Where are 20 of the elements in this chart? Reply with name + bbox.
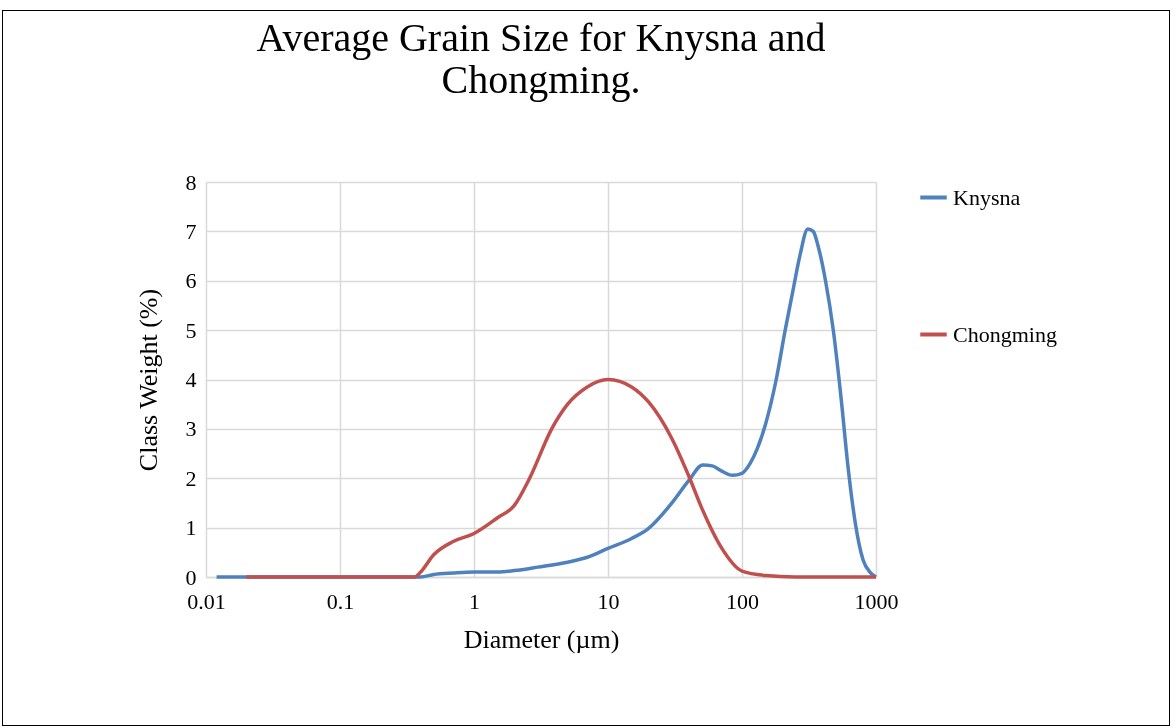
legend-label: Chongming: [953, 321, 1057, 347]
y-tick-label: 1: [185, 515, 197, 541]
x-axis-title: Diameter (µm): [463, 624, 620, 654]
y-axis-title: Class Weight (%): [133, 288, 163, 472]
y-tick-label: 2: [185, 465, 197, 491]
x-tick-label: 1: [469, 588, 480, 614]
x-tick-label: 10: [597, 588, 620, 614]
y-tick-label: 8: [185, 169, 197, 195]
y-tick-label: 4: [185, 367, 197, 392]
legend-label: Knysna: [953, 184, 1021, 210]
x-tick-label: 100: [726, 588, 759, 614]
y-tick-label: 0: [185, 564, 197, 590]
y-tick-label: 5: [185, 317, 197, 343]
x-tick-label: 0.01: [187, 588, 226, 614]
x-tick-label: 1000: [854, 588, 899, 614]
y-tick-label: 3: [185, 416, 197, 442]
y-tick-label: 6: [185, 268, 197, 294]
chart-title: Average Grain Size for Knysna and Chongming.: [256, 15, 826, 102]
x-tick-label: 0.1: [326, 588, 355, 614]
y-tick-label: 7: [185, 218, 197, 244]
